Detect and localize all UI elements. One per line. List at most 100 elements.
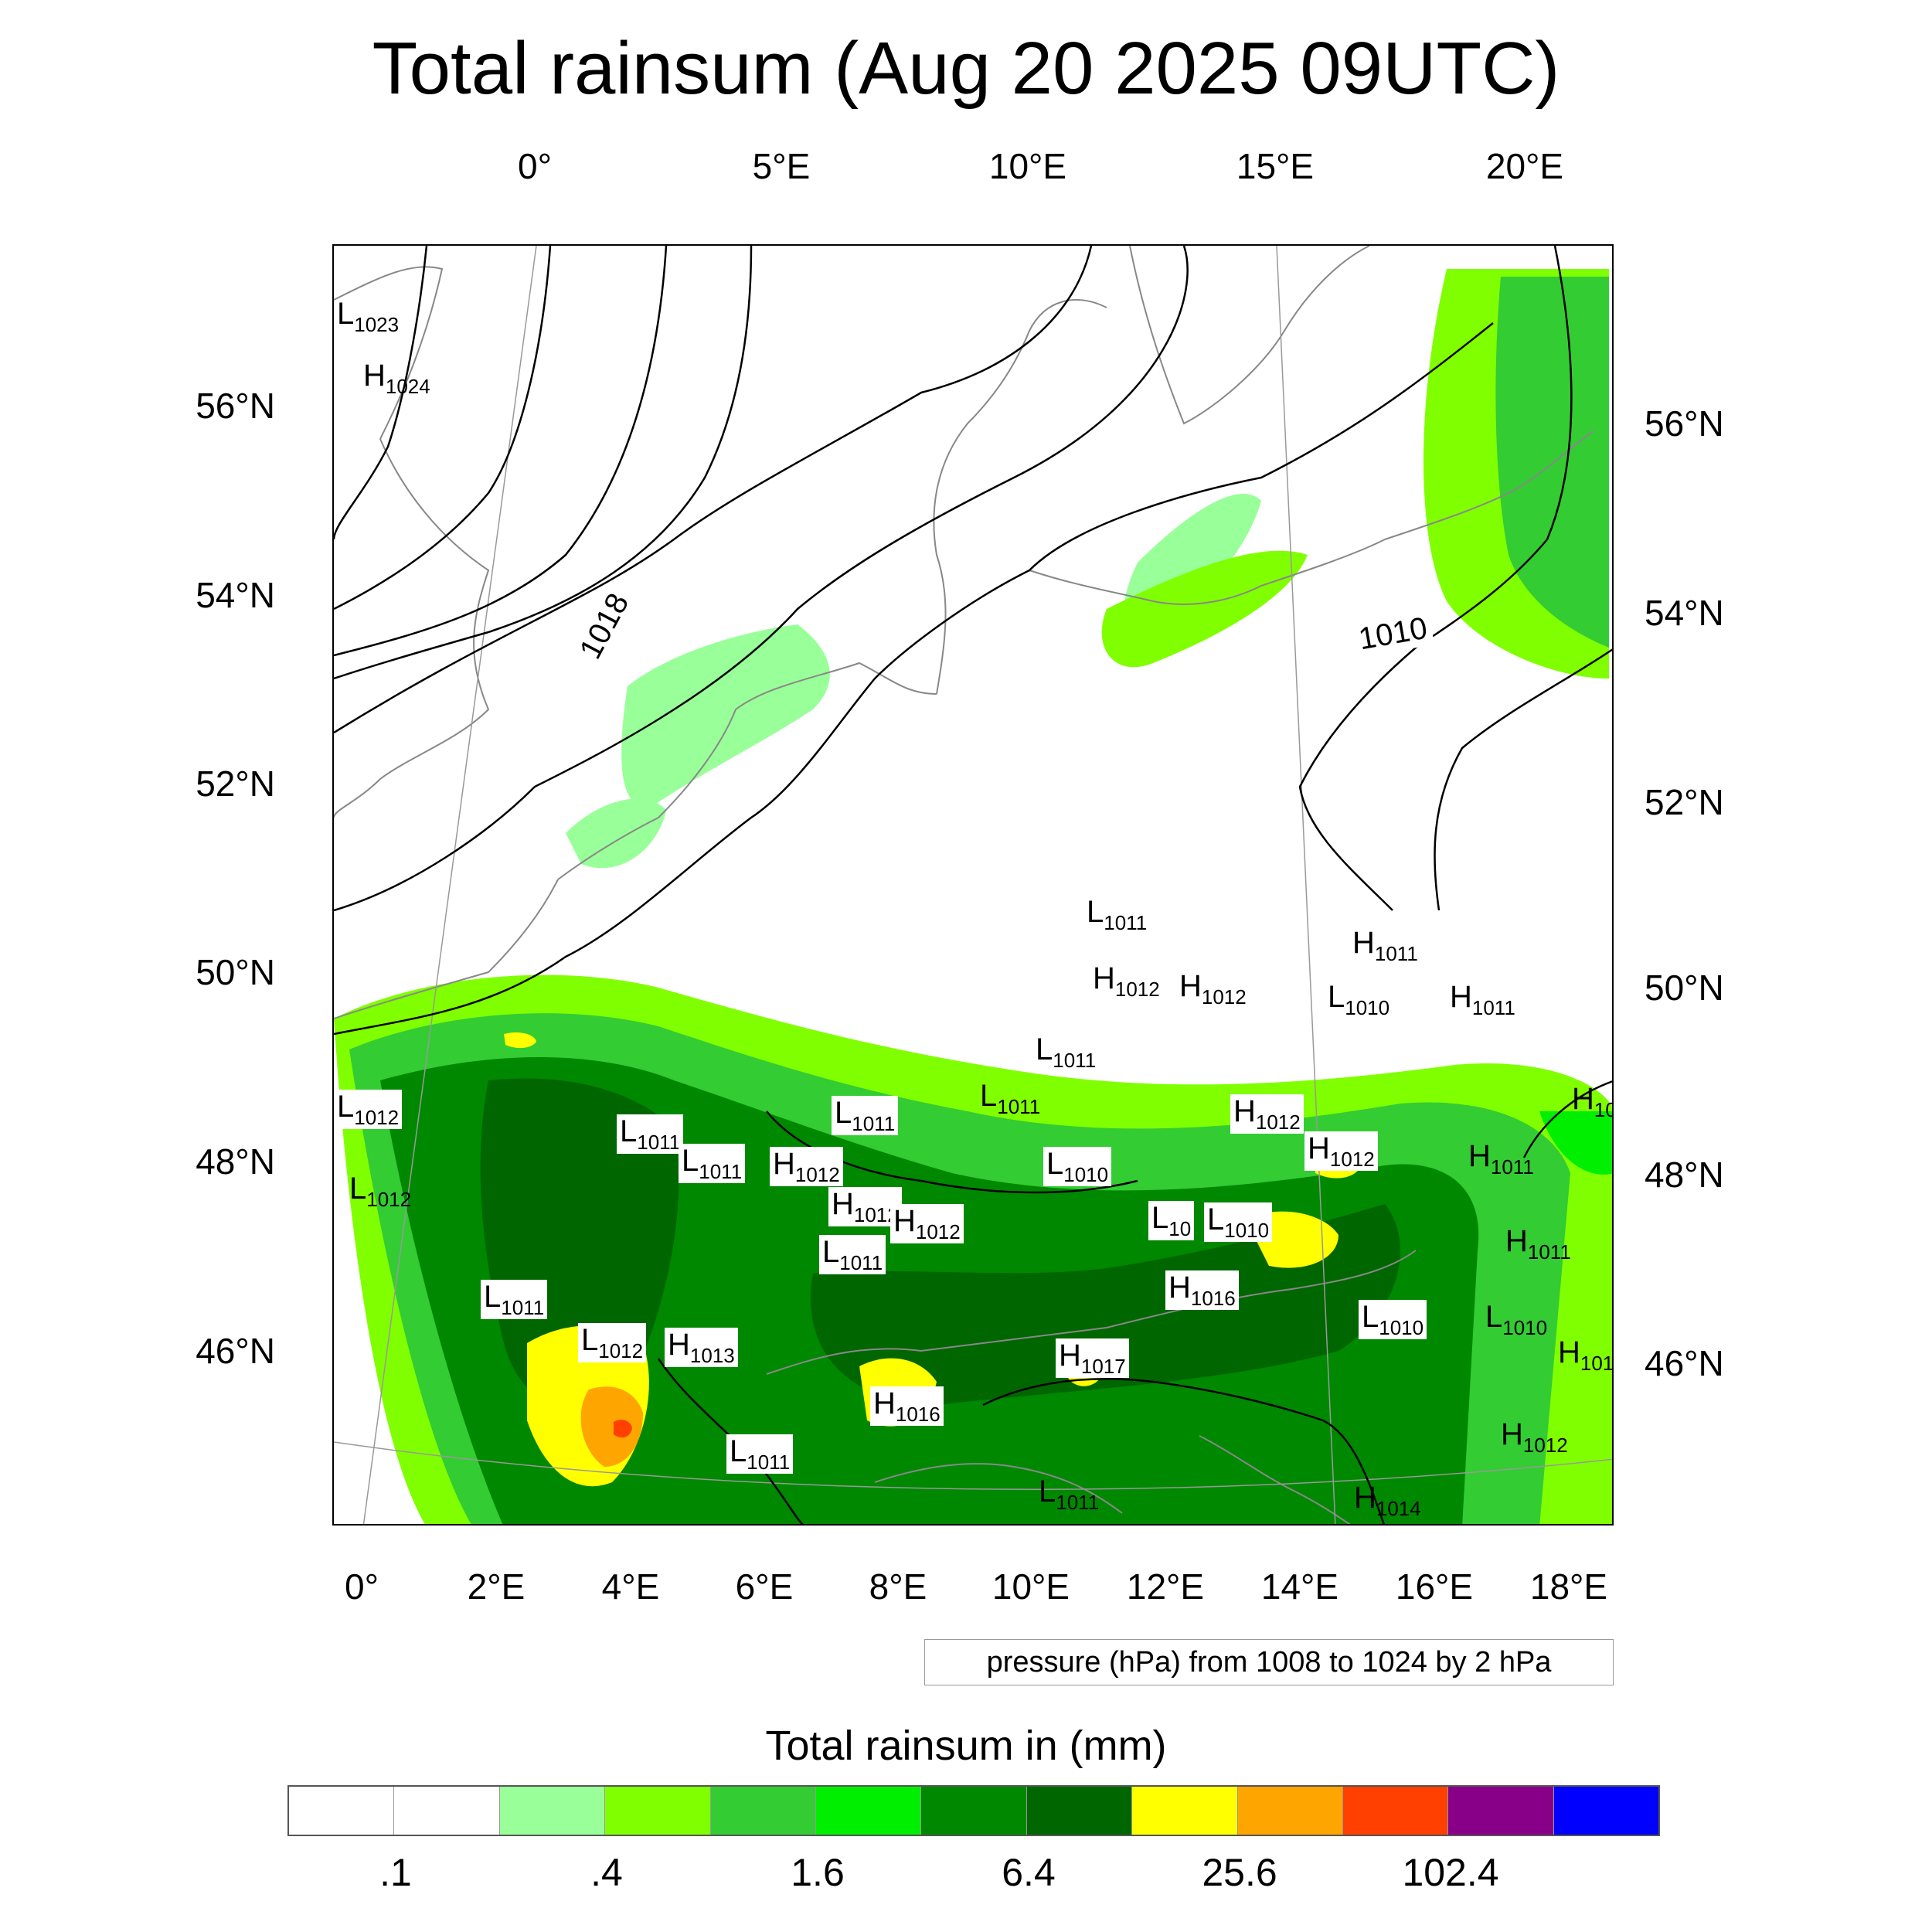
colorbar-swatch [1342,1787,1449,1835]
meridian-0 [362,246,537,1524]
pressure-center-high: H1012 [1501,1417,1568,1457]
pressure-center-high: H1012 [890,1204,964,1243]
pressure-center-low: L1010 [1043,1147,1112,1186]
pressure-center-high: H1011 [1468,1139,1534,1179]
pressure-center-high: H10 [1572,1082,1612,1121]
colorbar-swatch [605,1787,711,1835]
right-lat-label: 52°N [1645,782,1724,822]
map-canvas [334,246,1612,1524]
pressure-center-high: H101 [1558,1335,1614,1375]
pressure-center-high: H1011 [1352,926,1418,965]
coastline-denmark [933,299,1107,695]
pressure-center-low: L1011 [679,1144,746,1183]
top-lon-label: 15°E [1236,146,1315,186]
rain-field [334,269,1612,1524]
right-lat-label: 54°N [1645,593,1724,633]
isobar [1522,1080,1612,1158]
top-lon-label: 5°E [752,146,811,186]
coastline-britain [334,266,490,818]
border-alps [766,1250,1417,1375]
pressure-center-low: L1011 [617,1114,684,1154]
colorbar-tick-label: 25.6 [1202,1851,1277,1894]
pressure-center-low: L1011 [1087,895,1148,934]
coastline-sweden [1129,246,1370,425]
isobar [334,246,753,680]
isobar [334,246,428,540]
colorbar-swatch [1553,1787,1659,1835]
pressure-center-low: L1012 [578,1323,647,1362]
map-title: Total rainsum (Aug 20 2025 09UTC) [372,27,1560,110]
rain-area-heavy-red-west [614,1420,632,1438]
left-lat-label: 52°N [196,764,275,804]
colorbar-swatch [1026,1787,1133,1835]
pressure-center-low: L1010 [1359,1300,1427,1339]
pressure-center-high: H1016 [1165,1270,1239,1310]
rain-area-heavy-yellow-belgium [504,1032,536,1049]
rain-area-poland-green [1495,277,1609,648]
bottom-lon-label: 10°E [992,1566,1070,1607]
pressure-center-low: L1023 [337,297,400,336]
bottom-lon-label: 4°E [601,1566,660,1607]
colorbar-swatch [1448,1787,1554,1835]
pressure-center-high: H1011 [1450,980,1515,1019]
rainfall-map: 1018 1010 L1023 H1024 L1011 H1012 H1012 … [332,244,1614,1526]
pressure-center-high: H1017 [1056,1338,1129,1378]
top-lon-label: 0° [518,146,552,186]
colorbar-tick-label: 102.4 [1402,1851,1499,1894]
right-lat-label: 56°N [1645,403,1724,444]
pressure-center-low: L1011 [726,1434,794,1474]
rain-area-heavy-orange-west [580,1386,643,1467]
rain-area-light-netherlands [621,624,830,806]
colorbar [287,1785,1660,1836]
colorbar-swatch [289,1787,395,1835]
right-lat-label: 48°N [1645,1155,1724,1195]
top-lon-label: 10°E [988,146,1067,186]
isobar [334,246,552,611]
pressure-center-high: H1013 [665,1328,738,1367]
left-lat-label: 50°N [196,952,275,992]
pressure-center-low: L10 [1148,1201,1195,1240]
pressure-center-low: L1012 [334,1090,403,1129]
isobars [334,246,1612,1524]
pressure-center-low: L1010 [1485,1300,1548,1339]
coastline-france-channel [334,879,559,1019]
bottom-lon-label: 8°E [869,1566,927,1607]
bottom-lon-label: 0° [345,1566,379,1607]
bottom-lon-label: 2°E [467,1566,526,1607]
coastline-baltic-south [1029,430,1594,605]
left-lat-label: 56°N [196,386,275,426]
bottom-lon-label: 14°E [1260,1566,1339,1607]
meridian-15e [1276,246,1336,1524]
left-lat-label: 46°N [196,1331,275,1371]
right-lat-label: 46°N [1645,1343,1724,1383]
pressure-center-low: L1011 [1039,1475,1100,1514]
right-lat-label: 50°N [1645,968,1724,1008]
top-lon-label: 20°E [1485,146,1564,186]
colorbar-swatch [1132,1787,1238,1835]
pressure-center-high: H1016 [870,1386,944,1426]
colorbar-swatch [1237,1787,1343,1835]
isobar [982,1378,1385,1524]
pressure-center-low: L1011 [832,1096,899,1135]
pressure-center-high: H1011 [1505,1224,1571,1264]
isobar [1434,648,1612,911]
isobar [334,246,1189,912]
pressure-center-high: H1012 [1093,961,1160,1001]
pressure-center-low: L1011 [481,1280,548,1319]
rain-area-alps-darkest [810,1204,1400,1405]
coastlines [334,246,1594,1524]
coastline-italy-ligurian [874,1463,1123,1514]
colorbar-swatch [921,1787,1027,1835]
bottom-lon-label: 12°E [1126,1566,1205,1607]
colorbar-tick-label: .1 [379,1851,412,1894]
colorbar-swatch [394,1787,500,1835]
pressure-center-low: L1011 [819,1235,886,1274]
pressure-center-low: L1010 [1204,1202,1273,1242]
pressure-center-high: H1012 [1230,1094,1304,1134]
coastline-adriatic [1199,1435,1351,1524]
colorbar-swatch [499,1787,606,1835]
pressure-center-low: L1011 [980,1079,1041,1118]
isobar [334,246,1093,734]
pressure-center-low: L1012 [349,1172,412,1211]
parallel-45n [334,1441,1612,1490]
